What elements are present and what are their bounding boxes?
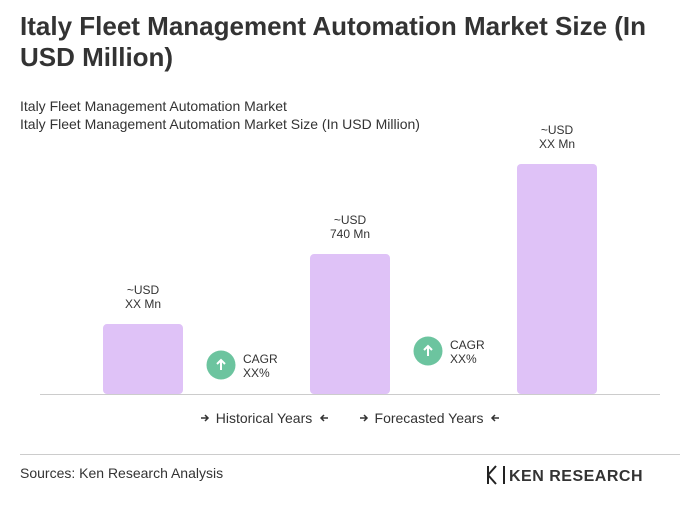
bar (517, 164, 597, 394)
cagr-label: CAGR XX% (243, 352, 278, 380)
subtitle: Italy Fleet Management Automation Market… (20, 116, 420, 132)
legend-label: Forecasted Years (375, 410, 484, 426)
value-label: ~USD XX Mn (539, 123, 575, 151)
cagr-arrow (216, 358, 226, 370)
chart-title: Italy Fleet Management Automation Market… (20, 11, 646, 72)
bar (103, 324, 183, 394)
value-label: ~USD XX Mn (125, 283, 161, 311)
cagr-arrow (423, 344, 433, 356)
legend-label: Historical Years (216, 410, 313, 426)
source: Sources: Ken Research Analysis (20, 465, 223, 481)
logo-icon (487, 465, 505, 485)
value-label: ~USD 740 Mn (330, 213, 370, 241)
arrows (201, 414, 499, 422)
logo: KEN RESEARCH (509, 468, 643, 485)
cagr-label: CAGR XX% (450, 338, 485, 366)
bar (310, 254, 390, 394)
subtitle: Italy Fleet Management Automation Market (20, 98, 287, 114)
